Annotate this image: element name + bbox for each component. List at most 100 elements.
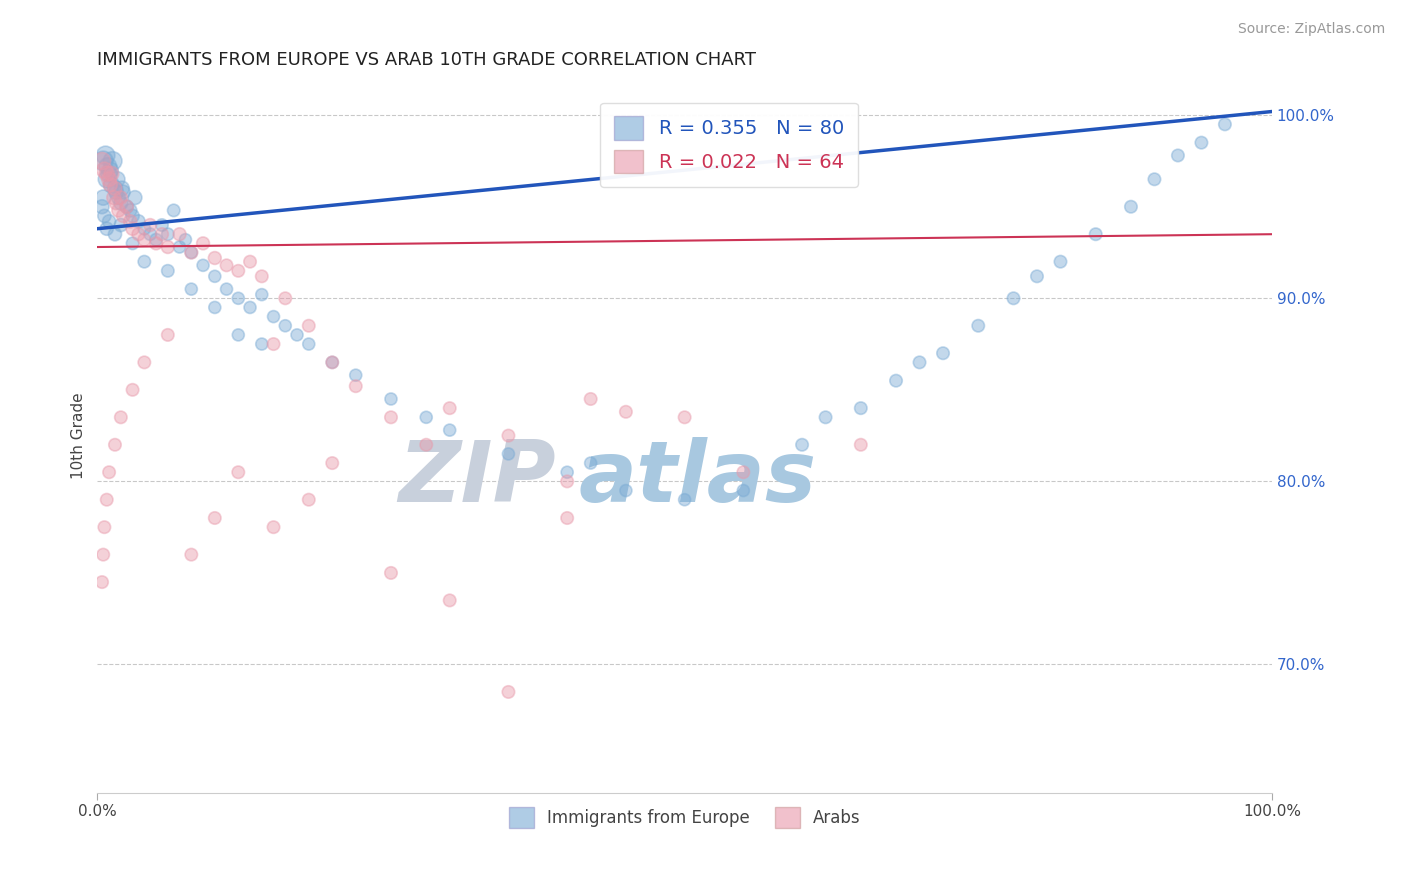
Point <box>555 511 578 525</box>
Point <box>98 163 121 178</box>
Point <box>121 221 143 235</box>
Point <box>180 245 202 260</box>
Point <box>96 492 118 507</box>
Point <box>263 310 285 324</box>
Point <box>579 392 602 406</box>
Point <box>98 178 121 192</box>
Point <box>98 214 121 228</box>
Point <box>127 227 149 242</box>
Point <box>91 153 114 168</box>
Point <box>555 475 578 489</box>
Point <box>1084 227 1107 242</box>
Point <box>1189 136 1212 150</box>
Point <box>96 167 118 181</box>
Point <box>134 233 156 247</box>
Text: Source: ZipAtlas.com: Source: ZipAtlas.com <box>1237 22 1385 37</box>
Point <box>156 327 179 342</box>
Point <box>91 191 114 205</box>
Point <box>226 327 249 342</box>
Point <box>498 685 520 699</box>
Point <box>105 196 128 211</box>
Point <box>104 438 127 452</box>
Point <box>191 258 214 272</box>
Point <box>1119 200 1142 214</box>
Point <box>104 181 127 195</box>
Point <box>380 566 402 580</box>
Point <box>93 209 115 223</box>
Point <box>1002 291 1025 305</box>
Point <box>169 227 191 242</box>
Point <box>263 520 285 534</box>
Point <box>98 172 121 186</box>
Point <box>103 191 125 205</box>
Point <box>498 428 520 442</box>
Point <box>94 148 117 162</box>
Point <box>104 181 127 195</box>
Point <box>105 172 128 186</box>
Point <box>908 355 931 369</box>
Point <box>215 282 238 296</box>
Point <box>204 269 226 284</box>
Point <box>163 203 186 218</box>
Point <box>120 203 142 218</box>
Point <box>285 327 308 342</box>
Point <box>134 221 156 235</box>
Point <box>415 438 437 452</box>
Legend: Immigrants from Europe, Arabs: Immigrants from Europe, Arabs <box>502 801 868 834</box>
Point <box>204 511 226 525</box>
Point <box>1143 172 1166 186</box>
Point <box>321 355 343 369</box>
Point <box>250 337 273 351</box>
Point <box>124 191 146 205</box>
Point <box>932 346 955 360</box>
Point <box>226 291 249 305</box>
Point <box>156 227 179 242</box>
Text: ZIP: ZIP <box>398 437 555 520</box>
Point <box>107 191 129 205</box>
Point <box>380 410 402 425</box>
Point <box>250 287 273 301</box>
Point <box>250 269 273 284</box>
Point <box>134 355 156 369</box>
Point <box>145 233 167 247</box>
Point <box>104 227 127 242</box>
Point <box>127 214 149 228</box>
Point <box>91 153 114 168</box>
Point <box>380 392 402 406</box>
Point <box>884 374 907 388</box>
Point <box>145 236 167 251</box>
Point <box>150 218 173 232</box>
Point <box>239 254 262 268</box>
Point <box>174 233 197 247</box>
Point <box>498 447 520 461</box>
Point <box>98 465 121 479</box>
Point <box>439 593 461 607</box>
Point <box>415 410 437 425</box>
Point <box>204 251 226 265</box>
Point <box>614 405 637 419</box>
Point <box>226 465 249 479</box>
Point <box>673 410 696 425</box>
Point <box>101 153 124 168</box>
Point <box>274 318 297 333</box>
Point <box>1213 117 1236 131</box>
Point <box>321 355 343 369</box>
Point <box>134 254 156 268</box>
Point <box>112 209 135 223</box>
Point <box>191 236 214 251</box>
Point <box>156 240 179 254</box>
Point <box>115 200 138 214</box>
Point <box>579 456 602 470</box>
Point <box>115 200 138 214</box>
Point <box>790 438 813 452</box>
Point <box>733 483 755 498</box>
Point <box>967 318 990 333</box>
Point <box>180 548 202 562</box>
Point <box>96 221 118 235</box>
Point <box>120 214 142 228</box>
Point <box>239 301 262 315</box>
Point <box>298 492 321 507</box>
Y-axis label: 10th Grade: 10th Grade <box>72 392 86 479</box>
Text: IMMIGRANTS FROM EUROPE VS ARAB 10TH GRADE CORRELATION CHART: IMMIGRANTS FROM EUROPE VS ARAB 10TH GRAD… <box>97 51 756 69</box>
Point <box>439 401 461 416</box>
